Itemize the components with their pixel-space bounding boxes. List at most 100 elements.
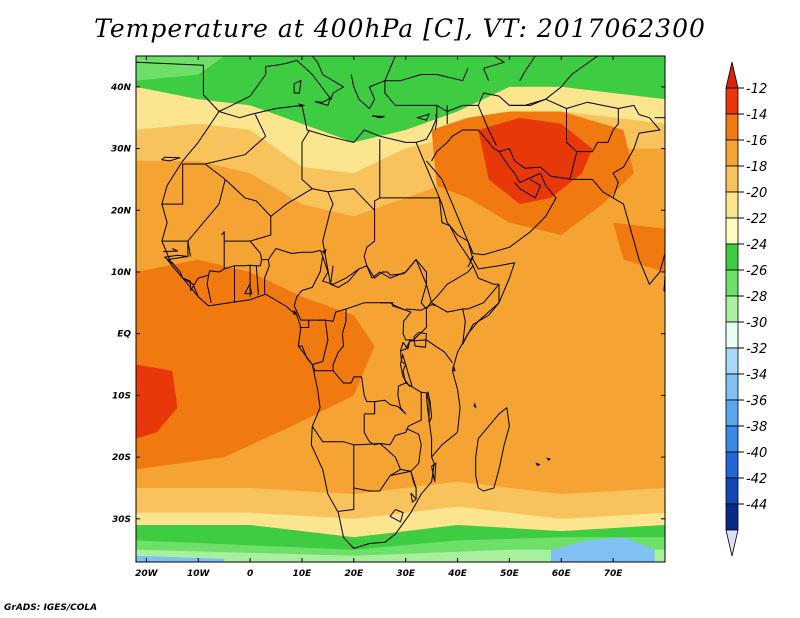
boundary-line-45 [462,284,500,345]
boundary-line-56 [475,407,510,492]
lon-label: 70E [604,569,624,579]
boundary-line-58 [514,178,541,199]
colorbar-label: -36 [746,394,767,409]
lat-label: 20N [111,206,132,216]
colorbar-label: -24 [746,238,767,253]
lon-label: 20E [344,569,364,579]
lake-or-island-outline-6 [298,103,306,108]
temperature-band-13 [136,549,665,562]
colorbar-swatch [725,321,739,349]
temperature-band-7 [136,364,178,439]
colorbar-top-arrow [725,61,739,89]
boundary-line-65 [576,108,619,153]
boundary-line-42 [366,259,427,310]
colorbar-swatch [725,347,739,375]
lake-or-island-outline-11 [415,113,430,121]
boundary-line-15 [402,309,427,341]
colorbar-swatch [725,451,739,479]
colorbar-swatch [725,503,739,531]
boundary-line-23 [353,443,380,446]
boundary-line-3 [136,56,344,112]
lat-label: 30S [112,515,131,525]
boundary-line-69 [509,56,598,106]
lake-or-island-outline-12 [546,457,551,461]
boundary-line-48 [330,268,360,288]
colorbar-swatch [725,87,739,115]
colorbar-label: -34 [746,368,767,383]
lat-label: 10S [112,391,131,401]
boundary-line-49 [311,425,354,446]
boundary-line-68 [434,114,438,131]
temperature-band-6 [136,259,375,470]
colorbar-label: -26 [746,264,767,279]
colorbar-label: -12 [746,82,767,97]
colorbar-label: -16 [746,134,767,149]
lake-or-island-outline-7 [160,156,181,162]
temperature-band-15 [550,537,655,562]
lat-label: EQ [117,330,131,340]
colorbar-swatch [725,191,739,219]
lon-label: 60E [552,569,572,579]
boundary-line-1 [384,68,469,143]
boundary-line-2 [426,148,665,285]
map-title: Temperature at 400hPa [C], VT: 201706230… [94,14,706,43]
lake-or-island-outline-8 [314,96,332,107]
boundary-line-10 [301,129,313,190]
boundary-line-26 [389,470,417,500]
boundary-line-43 [405,304,437,311]
boundary-line-51 [312,319,329,365]
boundary-line-54 [389,509,404,523]
boundary-line-21 [374,382,407,415]
grads-credit: GrADS: IGES/COLA [4,603,98,613]
lake-or-island-outline-1 [399,352,413,387]
colorbar-label: -20 [746,186,767,201]
lake-or-island-outline-2 [425,390,433,424]
colorbar-swatch [725,399,739,427]
colorbar-swatch [725,113,739,141]
lon-label: 20W [135,569,159,579]
colorbar-label: -44 [746,498,767,513]
temperature-band-1 [136,56,225,81]
boundary-line-22 [379,428,422,472]
lon-label: 10W [187,569,211,579]
lon-label: 0 [247,569,253,579]
boundary-line-7 [204,114,267,165]
temperature-band-5 [478,117,593,205]
lat-label: 30N [111,145,132,155]
boundary-line-36 [255,265,259,295]
colorbar-label: -40 [746,446,767,461]
boundary-line-5 [161,163,226,257]
lake-or-island-outline-4 [244,282,253,295]
lake-or-island-outline-15 [126,235,131,241]
colorbar-swatch [725,217,739,245]
lake-or-island-outline-16 [452,365,456,372]
colorbar-swatch [725,295,739,323]
lat-label: 40N [110,83,132,93]
lon-label: 30E [396,569,416,579]
lon-label: 10E [293,569,313,579]
boundary-line-33 [249,240,262,260]
colorbar-label: -32 [746,342,767,357]
colorbar-bottom-arrow [725,529,739,557]
temperature-band-0 [136,56,665,143]
boundary-line-44 [462,308,466,345]
colorbar: -12 -14 -16 -18 -20 -22 -24 -26 -28 -30 -32 -34 -36 -… [725,61,767,557]
colorbar-label: -30 [746,316,767,331]
colorbar-swatch [725,269,739,297]
boundary-line-50 [298,345,313,365]
boundary-line-41 [379,302,406,311]
boundary-line-70 [519,56,536,81]
boundary-line-52 [402,339,411,350]
boundary-line-66 [612,117,661,199]
lake-or-island-outline-13 [535,462,541,467]
boundary-line-25 [353,468,401,492]
lat-label: 20S [112,453,131,463]
axis-ticks: 40N 30N 20N 10N EQ 10S 20S 30S 20W 10W 0 10E 20E 30E 4… [110,56,665,579]
boundary-line-29 [293,250,324,321]
lon-label: 50E [500,569,520,579]
boundary-line-8 [221,179,272,242]
boundary-line-71 [483,56,505,81]
lake-or-island-outline-3 [321,248,327,256]
boundary-line-59 [446,129,500,153]
boundary-line-11 [327,139,381,211]
